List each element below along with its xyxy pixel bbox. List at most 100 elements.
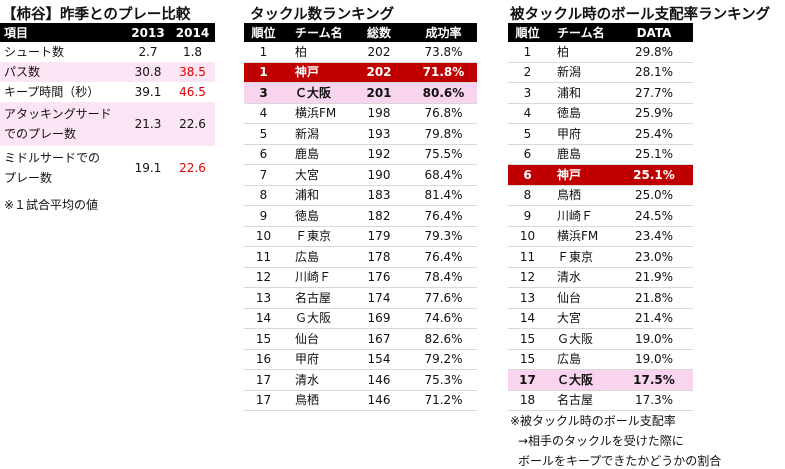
cell: 大宮 <box>295 167 320 182</box>
cell: 46.5 <box>179 85 206 99</box>
cell: 成功率 <box>425 25 462 40</box>
cell: 29.8% <box>634 44 674 59</box>
cell: 神戸 <box>295 65 320 80</box>
cell: 19.0% <box>634 331 674 346</box>
middle-table: 順位 チーム名 総数 成功率 1 柏 202 73.8% 1 神戸 202 71.8% 3 Ｃ大阪 201 8… <box>244 23 477 411</box>
cell: 1 <box>259 44 268 59</box>
cell: 198 <box>367 106 391 121</box>
cell: 77.6% <box>424 290 463 305</box>
cell: 10 <box>519 229 536 244</box>
cell: 75.5% <box>424 147 463 162</box>
cell: 25.1% <box>634 147 674 162</box>
cell: 80.6% <box>422 85 465 100</box>
cell: 清水 <box>295 372 320 387</box>
footnote: ※被タックル時のボール支配率 <box>510 414 676 428</box>
cell: 82.6% <box>424 331 463 346</box>
cell: 21.4% <box>634 311 674 326</box>
table-row: 15 広島 19.0% <box>508 350 693 370</box>
cell: 76.4% <box>424 249 463 264</box>
cell: 79.2% <box>424 352 463 367</box>
table-row: 9 川崎Ｆ 24.5% <box>508 206 693 227</box>
cell: 3 <box>259 85 268 100</box>
cell: 6 <box>523 167 532 182</box>
cell: キープ時間（秒） <box>4 85 100 99</box>
cell: 21.8% <box>634 290 674 305</box>
cell: パス数 <box>4 65 41 79</box>
cell: チーム名 <box>295 25 343 40</box>
cell: 79.3% <box>424 229 463 244</box>
table-row: 3 Ｃ大阪 201 80.6% <box>244 83 477 104</box>
cell: チーム名 <box>557 25 605 40</box>
left-table: 項目 2013 2014 シュート数 2.7 1.8 パス数 30.8 38.5 キープ時間（秒）… <box>0 23 215 190</box>
cell: 甲府 <box>557 126 582 141</box>
cell: 27.7% <box>634 85 674 100</box>
table-row: 1 柏 29.8% <box>508 42 693 63</box>
cell: 11 <box>519 249 536 264</box>
cell: 21.3 <box>134 117 162 131</box>
cell: 徳島 <box>295 208 320 223</box>
table-row: 11 Ｆ東京 23.0% <box>508 247 693 268</box>
table-row: 2 新潟 28.1% <box>508 63 693 83</box>
cell: 項目 <box>4 25 29 40</box>
cell: 7 <box>259 167 268 182</box>
cell: 17.3% <box>634 393 674 408</box>
cell: 183 <box>367 188 391 203</box>
cell: 6 <box>259 147 268 162</box>
cell: Ｇ大阪 <box>557 331 594 346</box>
cell: 16 <box>255 352 272 367</box>
cell: 9 <box>259 208 268 223</box>
cell: 73.8% <box>424 44 463 59</box>
cell: 浦和 <box>557 85 582 100</box>
cell: 15 <box>519 331 536 346</box>
cell: 1 <box>523 44 532 59</box>
cell: 167 <box>367 331 391 346</box>
cell: 179 <box>367 229 391 244</box>
cell: 1 <box>259 65 268 80</box>
table-row: 10 横浜FM 23.4% <box>508 227 693 247</box>
table-row: 9 徳島 182 76.4% <box>244 206 477 227</box>
cell: 鹿島 <box>295 147 320 162</box>
cell: 名古屋 <box>295 290 332 305</box>
cell: 広島 <box>295 249 320 264</box>
cell: 25.9% <box>634 106 674 121</box>
table-row: ミドルサードでの プレー数 19.1 22.6 <box>0 146 215 190</box>
cell: 13 <box>255 290 272 305</box>
table-row: 3 浦和 27.7% <box>508 83 693 104</box>
cell: Ｆ東京 <box>295 229 332 244</box>
cell: 22.6 <box>179 161 206 175</box>
table-row: シュート数 2.7 1.8 <box>0 42 215 62</box>
cell: 19.0% <box>634 352 674 367</box>
cell: 17 <box>519 372 536 387</box>
cell: 12 <box>255 270 272 285</box>
cell: 74.6% <box>424 311 463 326</box>
table-row: 6 鹿島 25.1% <box>508 145 693 165</box>
footnote: ※１試合平均の値 <box>4 198 99 212</box>
cell: 鳥栖 <box>295 393 320 408</box>
cell: 8 <box>259 188 268 203</box>
cell: 10 <box>255 229 272 244</box>
cell: 78.4% <box>424 270 463 285</box>
table-row: 5 新潟 193 79.8% <box>244 124 477 145</box>
cell: 横浜FM <box>295 106 337 121</box>
table-row: 15 仙台 167 82.6% <box>244 329 477 350</box>
table-row: 16 甲府 154 79.2% <box>244 350 477 370</box>
table-row: 13 仙台 21.8% <box>508 288 693 309</box>
cell: 2014 <box>175 25 210 40</box>
table-row: 6 鹿島 192 75.5% <box>244 145 477 165</box>
cell: 9 <box>523 208 532 223</box>
right-table: 順位 チーム名 DATA 1 柏 29.8% 2 新潟 28.1% 3 浦和 27.7% 4 徳島 25.9… <box>508 23 693 411</box>
cell: 38.5 <box>179 65 206 79</box>
cell: 17 <box>255 372 272 387</box>
cell: 3 <box>523 85 532 100</box>
cell: 25.0% <box>634 188 674 203</box>
cell: 仙台 <box>557 290 582 305</box>
cell: 202 <box>367 44 391 59</box>
cell: 順位 <box>515 25 540 40</box>
cell: 76.4% <box>424 208 463 223</box>
cell: 39.1 <box>134 85 162 99</box>
cell: 2013 <box>131 25 165 40</box>
cell: 174 <box>367 290 391 305</box>
cell: 13 <box>519 290 536 305</box>
table-row: 8 浦和 183 81.4% <box>244 186 477 206</box>
